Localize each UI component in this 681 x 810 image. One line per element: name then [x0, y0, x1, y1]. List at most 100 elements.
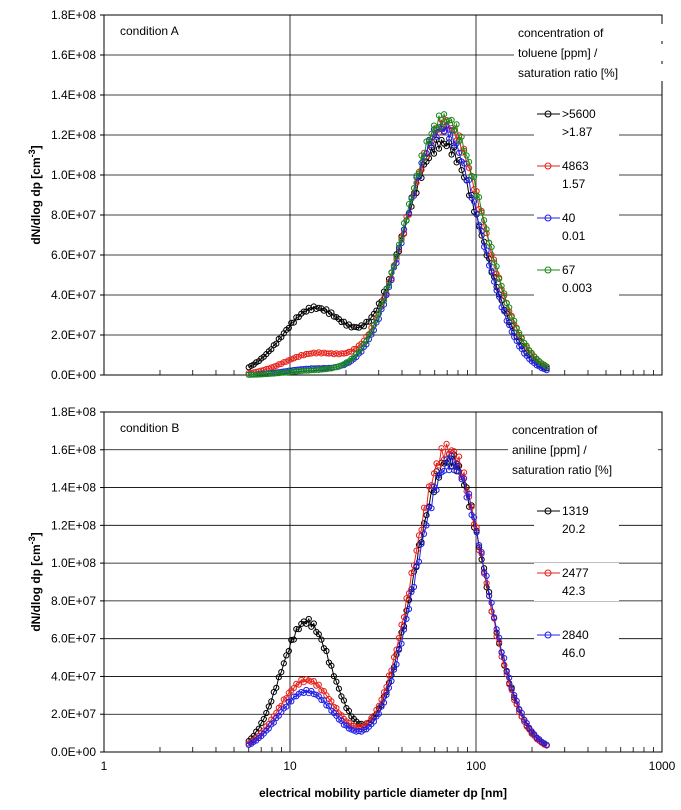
data-point — [468, 503, 475, 510]
data-point — [496, 293, 503, 300]
y-tick-label: 1.0E+08 — [51, 556, 96, 570]
legend-entry-3: 2840 46.0 — [534, 625, 619, 663]
data-point — [420, 530, 428, 538]
legend-entry-bg — [534, 104, 619, 142]
data-point — [443, 440, 450, 447]
legend-entry-2: 2477 42.3 — [534, 563, 619, 601]
series-line — [248, 112, 548, 376]
legend-label-secondary: 0.003 — [562, 281, 592, 295]
data-point — [318, 696, 325, 704]
data-point — [388, 276, 395, 284]
data-point — [378, 302, 385, 309]
legend-label: 1319 — [562, 504, 589, 518]
data-point — [443, 456, 450, 463]
data-point — [471, 173, 478, 181]
data-point — [508, 328, 515, 335]
y-tick-label: 1.4E+08 — [51, 88, 96, 102]
data-point — [413, 547, 420, 554]
data-point — [260, 715, 267, 723]
data-point — [328, 698, 335, 705]
legend-swatch-marker — [544, 631, 552, 639]
data-point — [370, 321, 377, 328]
data-point — [476, 542, 483, 549]
panel-label: condition A — [120, 24, 179, 38]
data-point — [493, 287, 500, 294]
data-point — [398, 621, 405, 628]
data-point — [323, 647, 330, 655]
y-tick-label: 4.0E+07 — [51, 669, 96, 683]
legend-entry-3: 400.01 — [534, 208, 619, 246]
data-point — [483, 580, 490, 587]
legend-swatch-marker — [544, 214, 552, 222]
y-tick-label: 1.8E+08 — [51, 405, 96, 419]
data-point — [473, 529, 480, 536]
data-point — [486, 262, 493, 269]
data-point — [278, 669, 285, 676]
data-point — [478, 209, 485, 216]
data-point — [265, 703, 272, 710]
data-point — [300, 308, 307, 315]
legend-title-bg — [508, 441, 658, 458]
data-point — [501, 290, 508, 297]
data-point — [433, 487, 440, 494]
data-point — [496, 275, 503, 282]
data-point — [471, 198, 478, 205]
data-point — [543, 363, 550, 370]
y-tick-label: 8.0E+07 — [51, 594, 96, 608]
data-point — [453, 460, 460, 467]
data-point — [481, 217, 488, 224]
y-axis-label: dN/dlog dp [cm-3] — [27, 145, 43, 244]
data-point — [508, 684, 515, 691]
data-point — [456, 453, 463, 460]
data-point — [435, 145, 443, 152]
data-point — [268, 698, 275, 705]
legend-swatch-marker — [544, 110, 552, 118]
data-point — [370, 718, 377, 725]
y-tick-label: 1.8E+08 — [51, 8, 96, 22]
y-tick-label: 1.4E+08 — [51, 481, 96, 495]
data-point — [290, 319, 297, 326]
data-point — [405, 201, 413, 208]
data-point — [425, 138, 433, 145]
data-point — [501, 661, 508, 668]
legend-entry-bg — [534, 208, 619, 246]
plot-frame — [103, 14, 663, 376]
data-point — [295, 626, 302, 633]
y-tick-label: 8.0E+07 — [51, 208, 96, 222]
data-point — [273, 340, 280, 347]
data-point — [400, 626, 408, 633]
legend-title: aniline [ppm] / — [512, 443, 587, 457]
data-point — [423, 150, 430, 157]
data-point — [543, 741, 550, 749]
data-point — [385, 672, 393, 679]
data-point — [280, 660, 287, 667]
series-3 — [245, 452, 550, 749]
data-point — [543, 367, 550, 374]
legend-entry-bg — [534, 563, 619, 601]
legend-entry-bg — [534, 501, 619, 539]
data-point — [345, 707, 352, 715]
legend-swatch-marker — [544, 266, 552, 274]
legend-label-secondary: 42.3 — [562, 584, 586, 598]
y-tick-label: 1.6E+08 — [51, 443, 96, 457]
data-point — [318, 636, 325, 643]
data-point — [310, 691, 317, 698]
data-point — [285, 324, 292, 332]
data-point — [398, 640, 405, 647]
legend-title: saturation ratio [%] — [518, 66, 618, 80]
data-point — [446, 139, 453, 146]
data-point — [285, 698, 292, 705]
data-point — [418, 540, 425, 548]
data-point — [466, 158, 473, 165]
data-point — [368, 328, 375, 335]
data-point — [476, 221, 483, 228]
data-point — [320, 697, 327, 704]
data-point — [403, 217, 410, 224]
x-tick-label: 10 — [283, 759, 297, 773]
data-point — [463, 177, 470, 184]
data-point — [275, 361, 282, 368]
legend-entry-bg — [534, 156, 619, 194]
data-point — [333, 705, 340, 712]
legend-label-secondary: 46.0 — [562, 646, 586, 660]
data-point — [288, 698, 295, 705]
